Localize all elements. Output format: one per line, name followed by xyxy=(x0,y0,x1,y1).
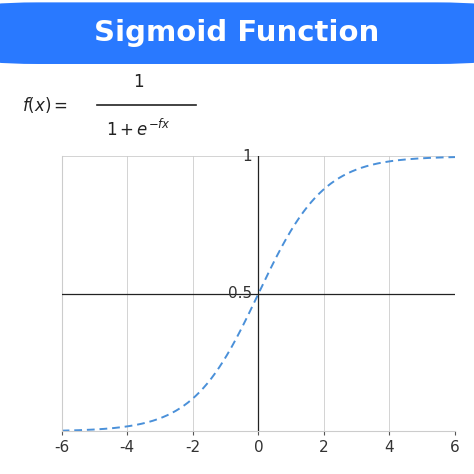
Text: $1+e^{-fx}$: $1+e^{-fx}$ xyxy=(107,118,171,140)
FancyBboxPatch shape xyxy=(0,2,474,64)
Text: $1$: $1$ xyxy=(133,73,145,91)
Text: Sigmoid Function: Sigmoid Function xyxy=(94,19,380,47)
Text: 1: 1 xyxy=(243,149,253,164)
Text: 0.5: 0.5 xyxy=(228,286,253,301)
Text: $f(x) =$: $f(x) =$ xyxy=(22,95,68,115)
